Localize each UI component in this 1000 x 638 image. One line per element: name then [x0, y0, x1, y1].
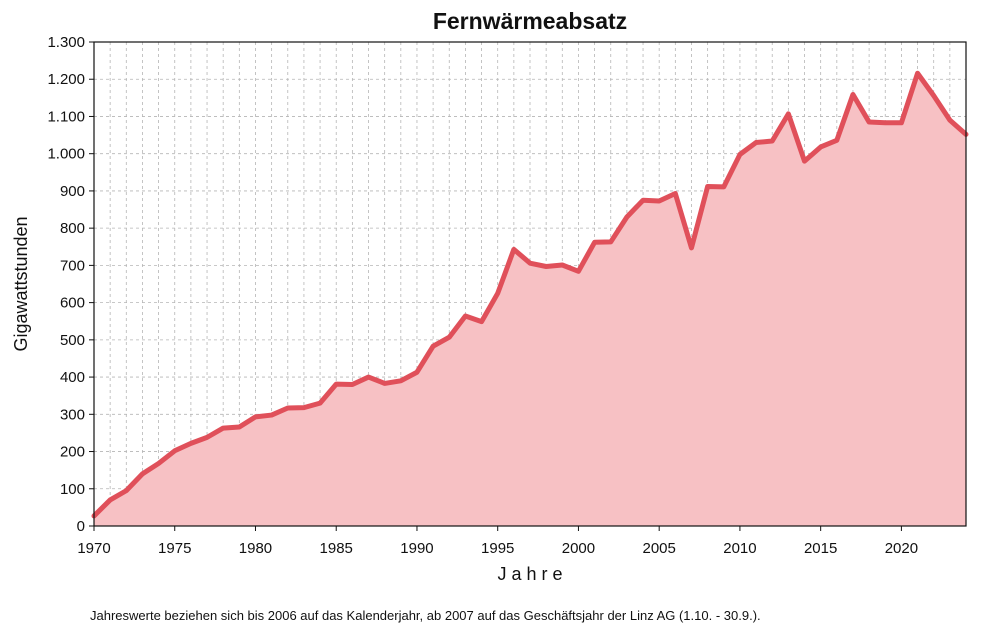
y-tick-label: 700 — [60, 257, 85, 274]
series-area — [94, 73, 966, 527]
x-tick-label: 2020 — [885, 540, 918, 557]
x-tick-label: 1970 — [77, 540, 110, 557]
line-layer — [91, 70, 969, 519]
y-tick-label: 1.300 — [47, 34, 85, 51]
y-tick-label: 500 — [60, 332, 85, 349]
x-axis-ticks: 1970 1975 1980 1985 1990 1995 2000 2005 2010 2015… — [77, 526, 918, 557]
x-tick-label: 1990 — [400, 540, 433, 557]
x-axis-label: J a h r e — [497, 564, 562, 584]
x-tick-label: 1980 — [239, 540, 272, 557]
y-tick-label: 1.200 — [47, 71, 85, 88]
y-tick-label: 200 — [60, 444, 85, 461]
y-axis-ticks: 0 100 200 300 400 500 600 700 800 900 1.000 1.100 1.… — [47, 34, 94, 535]
x-tick-label: 2010 — [723, 540, 756, 557]
plot-frame — [93, 41, 967, 527]
y-tick-label: 800 — [60, 220, 85, 237]
y-tick-label: 300 — [60, 406, 85, 423]
y-tick-label: 1.000 — [47, 146, 85, 163]
y-tick-label: 400 — [60, 369, 85, 386]
y-tick-label: 0 — [77, 518, 85, 535]
y-tick-label: 1.100 — [47, 108, 85, 125]
x-tick-label: 2015 — [804, 540, 837, 557]
x-tick-label: 1985 — [320, 540, 353, 557]
chart-title: Fernwärmeabsatz — [433, 8, 627, 34]
y-tick-label: 600 — [60, 295, 85, 312]
y-tick-label: 100 — [60, 481, 85, 498]
y-tick-label: 900 — [60, 183, 85, 200]
y-axis-label: Gigawattstunden — [11, 216, 31, 351]
x-tick-label: 2005 — [642, 540, 675, 557]
x-tick-label: 2000 — [562, 540, 595, 557]
footnote: Jahreswerte beziehen sich bis 2006 auf d… — [90, 608, 761, 623]
x-tick-label: 1995 — [481, 540, 514, 557]
x-tick-label: 1975 — [158, 540, 191, 557]
area-layer — [94, 73, 966, 527]
series-line — [91, 70, 969, 519]
